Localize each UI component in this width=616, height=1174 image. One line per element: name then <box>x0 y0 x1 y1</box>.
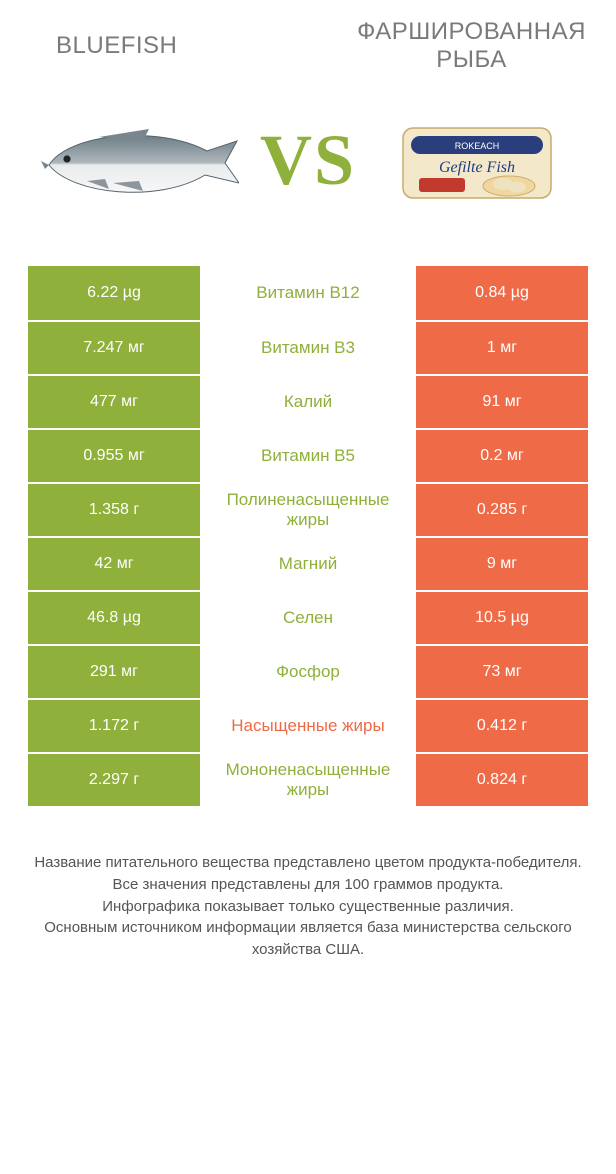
right-value: 1 мг <box>416 322 588 374</box>
left-value: 0.955 мг <box>28 430 200 482</box>
image-row: VS ROKEACH Gefilte Fish <box>0 80 616 248</box>
table-row: 7.247 мгВитамин B31 мг <box>28 320 588 374</box>
right-value: 91 мг <box>416 376 588 428</box>
table-row: 6.22 µgВитамин B120.84 µg <box>28 266 588 320</box>
table-row: 477 мгКалий91 мг <box>28 374 588 428</box>
nutrient-label: Магний <box>200 538 416 590</box>
package-brand-text: ROKEACH <box>455 141 500 151</box>
right-value: 10.5 µg <box>416 592 588 644</box>
left-product-image <box>24 90 254 230</box>
footnote: Название питательного вещества представл… <box>28 852 588 961</box>
right-value: 0.2 мг <box>416 430 588 482</box>
nutrient-label: Полиненасыщенные жиры <box>200 484 416 536</box>
right-value: 9 мг <box>416 538 588 590</box>
left-value: 477 мг <box>28 376 200 428</box>
nutrient-label: Насыщенные жиры <box>200 700 416 752</box>
table-row: 2.297 гМононенасыщенные жиры0.824 г <box>28 752 588 806</box>
table-row: 1.172 гНасыщенные жиры0.412 г <box>28 698 588 752</box>
package-name-text: Gefilte Fish <box>439 159 515 176</box>
gefilte-fish-package: ROKEACH Gefilte Fish <box>397 110 557 210</box>
right-product-title: ФАРШИРОВАННАЯ РЫБА <box>333 18 610 74</box>
right-value: 0.285 г <box>416 484 588 536</box>
header: BLUEFISH ФАРШИРОВАННАЯ РЫБА <box>0 0 616 80</box>
right-product-image: ROKEACH Gefilte Fish <box>362 90 592 230</box>
table-row: 291 мгФосфор73 мг <box>28 644 588 698</box>
nutrient-label: Мононенасыщенные жиры <box>200 754 416 806</box>
table-row: 0.955 мгВитамин B50.2 мг <box>28 428 588 482</box>
nutrient-label: Витамин B5 <box>200 430 416 482</box>
left-value: 2.297 г <box>28 754 200 806</box>
nutrient-label: Селен <box>200 592 416 644</box>
left-value: 1.358 г <box>28 484 200 536</box>
bluefish-illustration <box>39 125 239 195</box>
left-value: 291 мг <box>28 646 200 698</box>
left-value: 6.22 µg <box>28 266 200 320</box>
left-value: 42 мг <box>28 538 200 590</box>
left-value: 1.172 г <box>28 700 200 752</box>
infographic-root: BLUEFISH ФАРШИРОВАННАЯ РЫБА <box>0 0 616 961</box>
right-value: 0.412 г <box>416 700 588 752</box>
table-row: 1.358 гПолиненасыщенные жиры0.285 г <box>28 482 588 536</box>
nutrient-label: Витамин B12 <box>200 266 416 320</box>
left-value: 7.247 мг <box>28 322 200 374</box>
right-value: 0.84 µg <box>416 266 588 320</box>
vs-label: VS <box>254 119 362 202</box>
left-product-title: BLUEFISH <box>6 32 333 60</box>
right-value: 73 мг <box>416 646 588 698</box>
nutrient-label: Калий <box>200 376 416 428</box>
footnote-line: Название питательного вещества представл… <box>28 852 588 874</box>
footnote-line: Все значения представлены для 100 граммо… <box>28 874 588 896</box>
comparison-table: 6.22 µgВитамин B120.84 µg7.247 мгВитамин… <box>28 266 588 806</box>
nutrient-label: Витамин B3 <box>200 322 416 374</box>
table-row: 42 мгМагний9 мг <box>28 536 588 590</box>
table-row: 46.8 µgСелен10.5 µg <box>28 590 588 644</box>
footnote-line: Основным источником информации является … <box>28 917 588 961</box>
left-value: 46.8 µg <box>28 592 200 644</box>
right-value: 0.824 г <box>416 754 588 806</box>
footnote-line: Инфографика показывает только существенн… <box>28 896 588 918</box>
nutrient-label: Фосфор <box>200 646 416 698</box>
